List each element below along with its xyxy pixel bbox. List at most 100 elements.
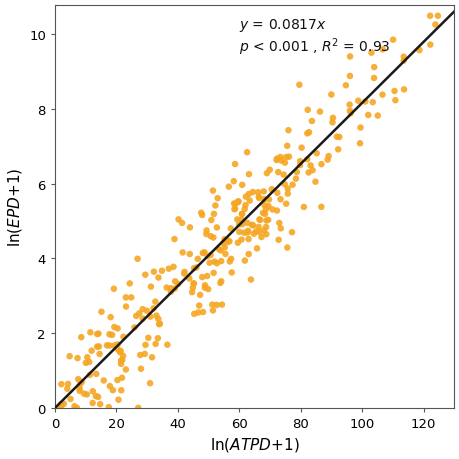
Point bbox=[288, 182, 296, 189]
Point bbox=[98, 308, 105, 316]
Point bbox=[238, 211, 245, 218]
Point bbox=[163, 341, 171, 349]
Point bbox=[96, 351, 103, 358]
Point bbox=[273, 207, 280, 215]
Point bbox=[93, 330, 101, 338]
Point bbox=[114, 347, 122, 354]
X-axis label: ln($\mathit{ATPD}$+1): ln($\mathit{ATPD}$+1) bbox=[209, 436, 299, 453]
Point bbox=[281, 160, 288, 167]
Point bbox=[134, 404, 141, 412]
Point bbox=[162, 284, 170, 291]
Point bbox=[246, 197, 253, 205]
Point bbox=[354, 98, 361, 105]
Point bbox=[93, 343, 101, 351]
Point bbox=[283, 143, 290, 150]
Point bbox=[255, 229, 263, 236]
Point bbox=[265, 196, 272, 204]
Point bbox=[146, 313, 154, 321]
Point bbox=[280, 181, 288, 188]
Point bbox=[155, 321, 162, 328]
Point bbox=[217, 258, 224, 265]
Point bbox=[373, 112, 381, 120]
Point bbox=[192, 264, 200, 272]
Point bbox=[276, 196, 284, 203]
Point bbox=[194, 309, 202, 316]
Point bbox=[213, 302, 220, 309]
Point bbox=[118, 387, 125, 394]
Point bbox=[151, 341, 159, 348]
Point bbox=[256, 217, 263, 224]
Point bbox=[243, 230, 251, 237]
Point bbox=[74, 355, 81, 362]
Point bbox=[234, 198, 241, 206]
Point bbox=[85, 358, 93, 366]
Point bbox=[105, 403, 112, 411]
Point bbox=[316, 109, 323, 116]
Point bbox=[238, 211, 245, 218]
Point bbox=[122, 366, 129, 373]
Point bbox=[135, 310, 143, 317]
Point bbox=[171, 285, 178, 293]
Point bbox=[262, 231, 269, 238]
Point bbox=[368, 99, 375, 106]
Point bbox=[297, 145, 305, 152]
Point bbox=[425, 13, 433, 20]
Point bbox=[210, 258, 218, 266]
Point bbox=[254, 189, 261, 196]
Point bbox=[303, 107, 311, 114]
Point bbox=[208, 301, 216, 308]
Point bbox=[103, 342, 110, 349]
Point bbox=[188, 289, 196, 296]
Point bbox=[220, 236, 228, 243]
Point bbox=[268, 186, 275, 194]
Point bbox=[224, 239, 231, 246]
Point bbox=[178, 220, 185, 227]
Point bbox=[77, 380, 84, 387]
Point bbox=[139, 315, 146, 323]
Point bbox=[213, 224, 220, 232]
Point bbox=[106, 331, 113, 338]
Point bbox=[170, 236, 178, 243]
Point bbox=[209, 235, 217, 242]
Point bbox=[206, 259, 213, 267]
Point bbox=[243, 149, 250, 157]
Point bbox=[110, 285, 117, 293]
Point bbox=[66, 353, 73, 360]
Point bbox=[207, 217, 215, 224]
Point bbox=[369, 75, 377, 83]
Point bbox=[76, 384, 83, 392]
Point bbox=[203, 273, 210, 280]
Point bbox=[202, 231, 210, 238]
Point bbox=[190, 280, 197, 287]
Point bbox=[259, 188, 267, 196]
Point bbox=[56, 404, 63, 412]
Point bbox=[262, 218, 269, 225]
Point bbox=[190, 280, 197, 288]
Point bbox=[433, 13, 441, 20]
Point bbox=[284, 127, 291, 134]
Point bbox=[378, 92, 385, 99]
Point bbox=[217, 247, 224, 255]
Point bbox=[115, 396, 122, 403]
Point bbox=[317, 161, 325, 168]
Point bbox=[230, 178, 237, 185]
Point bbox=[154, 316, 162, 323]
Point bbox=[186, 224, 193, 231]
Point bbox=[95, 343, 102, 350]
Point bbox=[369, 64, 377, 72]
Point bbox=[254, 224, 262, 231]
Point bbox=[76, 387, 83, 395]
Point bbox=[261, 211, 268, 218]
Point bbox=[304, 169, 312, 177]
Point bbox=[323, 157, 330, 164]
Point bbox=[224, 184, 232, 191]
Point bbox=[292, 169, 300, 176]
Point bbox=[180, 270, 188, 278]
Point bbox=[250, 230, 257, 238]
Point bbox=[306, 162, 313, 170]
Point bbox=[89, 388, 96, 395]
Point bbox=[83, 391, 90, 398]
Point bbox=[280, 172, 287, 179]
Point bbox=[312, 150, 319, 157]
Point bbox=[204, 286, 212, 293]
